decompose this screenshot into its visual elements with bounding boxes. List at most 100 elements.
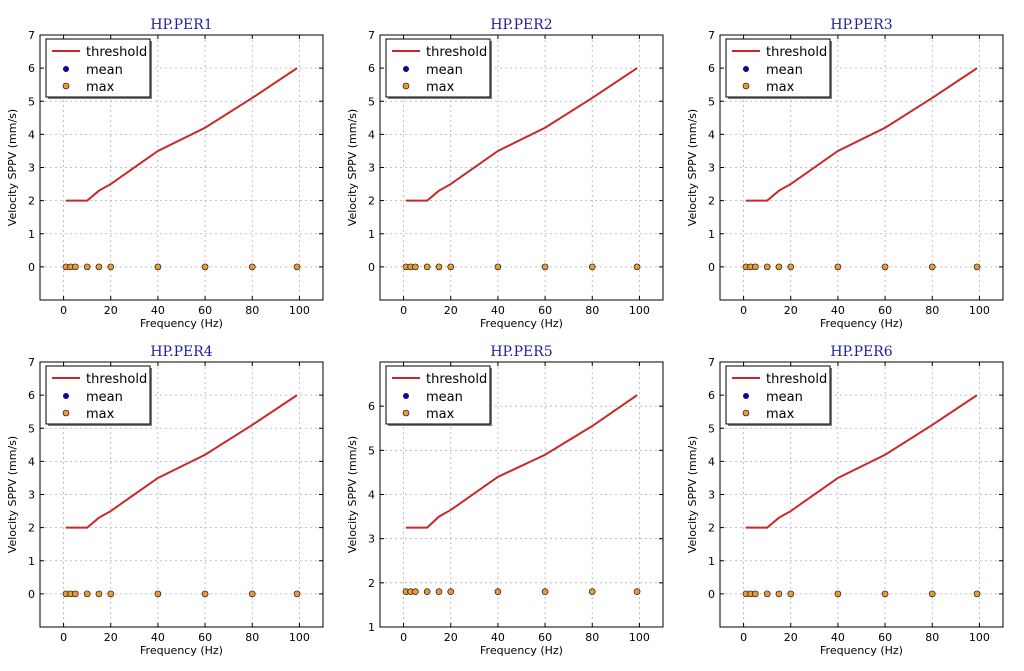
legend-mean-swatch <box>403 393 409 399</box>
legend-mean-swatch <box>743 393 749 399</box>
x-tick-label: 40 <box>491 304 505 317</box>
x-tick-label: 100 <box>289 631 310 644</box>
x-axis-label: Frequency (Hz) <box>140 317 223 330</box>
legend-mean-swatch <box>63 66 69 72</box>
x-tick-label: 20 <box>784 304 798 317</box>
x-tick-label: 0 <box>400 631 407 644</box>
max-point <box>763 590 771 598</box>
legend-mean-label: mean <box>426 63 463 78</box>
y-tick-label: 4 <box>708 128 715 141</box>
y-tick-label: 5 <box>708 422 715 435</box>
y-axis-label: Velocity SPPV (mm/s) <box>346 109 359 226</box>
y-tick-label: 0 <box>708 261 715 274</box>
x-tick-label: 60 <box>878 304 892 317</box>
chart-title: HP.PER6 <box>830 344 892 360</box>
x-tick-label: 60 <box>538 631 552 644</box>
chart-panel-3: 0 20 40 60 80 100 0 1 2 3 4 5 6 7 HP.PER3 Frequency (Hz… <box>686 17 1004 330</box>
x-tick-label: 20 <box>784 631 798 644</box>
chart-title: HP.PER3 <box>830 17 892 33</box>
y-tick-label: 6 <box>368 400 375 413</box>
x-tick-label: 100 <box>629 304 650 317</box>
y-tick-label: 3 <box>368 533 375 546</box>
max-point <box>973 263 981 271</box>
y-tick-label: 5 <box>28 422 35 435</box>
x-axis-label: Frequency (Hz) <box>480 644 563 657</box>
x-tick-label: 80 <box>245 631 259 644</box>
max-point <box>435 588 443 595</box>
x-tick-label: 80 <box>585 631 599 644</box>
legend-mean-label: mean <box>86 63 123 78</box>
max-point <box>752 590 759 598</box>
x-axis-label: Frequency (Hz) <box>820 317 903 330</box>
legend-mean-label: mean <box>86 390 123 405</box>
max-point <box>447 588 455 595</box>
max-point <box>423 263 431 271</box>
y-tick-label: 1 <box>708 228 715 241</box>
chart-title: HP.PER1 <box>150 17 212 33</box>
y-tick-label: 7 <box>28 29 35 42</box>
max-point <box>72 590 79 598</box>
x-tick-label: 40 <box>151 304 165 317</box>
max-point <box>412 263 419 271</box>
max-point <box>928 263 936 271</box>
max-point <box>435 263 443 271</box>
threshold-line <box>405 394 638 529</box>
threshold-line <box>65 67 298 202</box>
max-point <box>881 263 889 271</box>
x-tick-label: 100 <box>969 631 990 644</box>
y-tick-label: 2 <box>28 522 35 535</box>
y-tick-label: 4 <box>368 489 375 502</box>
legend-max-swatch <box>402 409 410 417</box>
x-tick-label: 80 <box>925 631 939 644</box>
y-tick-label: 3 <box>708 162 715 175</box>
y-tick-label: 5 <box>28 95 35 108</box>
max-point <box>447 263 455 271</box>
x-tick-label: 80 <box>925 304 939 317</box>
legend-max-swatch <box>62 409 70 417</box>
max-point <box>423 588 431 595</box>
max-point <box>107 263 115 271</box>
y-tick-label: 0 <box>708 588 715 601</box>
x-tick-label: 100 <box>289 304 310 317</box>
y-tick-label: 4 <box>28 455 35 468</box>
x-tick-label: 60 <box>198 304 212 317</box>
y-tick-label: 7 <box>368 29 375 42</box>
y-tick-label: 2 <box>708 522 715 535</box>
y-tick-label: 0 <box>368 261 375 274</box>
max-point <box>763 263 771 271</box>
chart-panel-5: 0 20 40 60 80 100 1 2 3 4 5 6 HP.PER5 Frequency (Hz) V… <box>346 344 664 657</box>
x-tick-label: 0 <box>60 304 67 317</box>
legend-max-swatch <box>62 82 70 90</box>
x-tick-label: 40 <box>491 631 505 644</box>
y-tick-label: 3 <box>368 162 375 175</box>
chart-panel-1: 0 20 40 60 80 100 0 1 2 3 4 5 6 7 HP.PER1 Frequency (Hz… <box>6 17 324 330</box>
y-tick-label: 1 <box>708 555 715 568</box>
legend-mean-label: mean <box>426 390 463 405</box>
legend-max-label: max <box>86 80 115 95</box>
y-axis-label: Velocity SPPV (mm/s) <box>686 436 699 553</box>
max-point <box>412 588 419 595</box>
x-tick-label: 20 <box>444 304 458 317</box>
max-point <box>834 263 842 271</box>
x-tick-label: 40 <box>831 631 845 644</box>
max-point <box>248 590 256 598</box>
legend-threshold-label: threshold <box>766 45 827 60</box>
legend-max-label: max <box>426 407 455 422</box>
x-tick-label: 0 <box>740 631 747 644</box>
max-point <box>633 588 641 595</box>
y-tick-label: 4 <box>368 128 375 141</box>
max-point <box>494 588 502 595</box>
y-tick-label: 6 <box>28 62 35 75</box>
x-tick-label: 100 <box>969 304 990 317</box>
threshold-line <box>745 394 978 529</box>
legend-mean-swatch <box>63 393 69 399</box>
y-tick-label: 1 <box>368 621 375 634</box>
x-tick-label: 0 <box>400 304 407 317</box>
y-tick-label: 4 <box>708 455 715 468</box>
max-point <box>588 263 596 271</box>
y-tick-label: 1 <box>368 228 375 241</box>
y-tick-label: 3 <box>28 489 35 502</box>
y-tick-label: 7 <box>28 356 35 369</box>
legend-mean-swatch <box>743 66 749 72</box>
legend-max-label: max <box>766 407 795 422</box>
